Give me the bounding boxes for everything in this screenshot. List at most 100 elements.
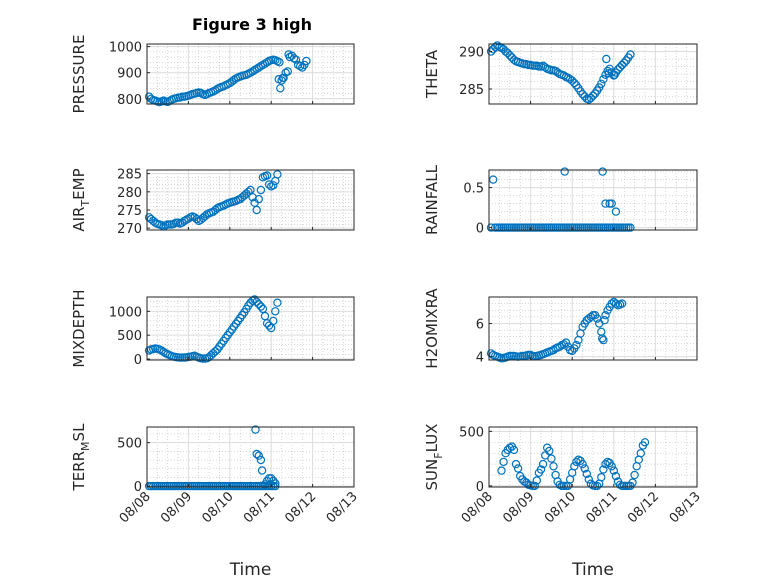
data-point bbox=[184, 214, 193, 223]
x-axis-label: Time bbox=[229, 560, 272, 580]
data-point bbox=[578, 459, 587, 469]
axes-frame bbox=[146, 296, 355, 361]
x-tick-label: 08/13 bbox=[324, 489, 361, 526]
data-point bbox=[264, 180, 274, 189]
x-axis-label: Time bbox=[571, 560, 614, 580]
data-point bbox=[532, 476, 542, 485]
y-tick-label: 0.5 bbox=[463, 182, 484, 197]
y-tick-label: 900 bbox=[117, 67, 142, 82]
data-point bbox=[257, 466, 267, 475]
data-point bbox=[486, 223, 496, 232]
data-point bbox=[545, 446, 554, 456]
axes-frame bbox=[488, 169, 698, 231]
data-point bbox=[568, 346, 577, 356]
y-tick-label: 290 bbox=[459, 46, 484, 61]
data-series bbox=[497, 438, 650, 491]
y-tick-label: 0 bbox=[134, 480, 142, 495]
data-point bbox=[597, 79, 606, 89]
data-point bbox=[273, 170, 282, 179]
y-tick-label: 500 bbox=[117, 329, 142, 344]
y-axis-label: H2OMIXRA bbox=[423, 288, 441, 369]
y-tick-label: 285 bbox=[117, 168, 142, 183]
data-point bbox=[298, 63, 307, 72]
data-point bbox=[611, 207, 621, 216]
data-point bbox=[599, 74, 608, 84]
y-tick-label: 285 bbox=[459, 83, 484, 98]
data-point bbox=[256, 455, 266, 465]
axes-frame bbox=[488, 296, 698, 361]
data-point bbox=[262, 476, 272, 486]
data-point bbox=[246, 68, 255, 77]
data-point bbox=[570, 462, 579, 471]
data-point bbox=[296, 61, 305, 71]
data-point bbox=[254, 300, 263, 309]
x-tick-label: 08/09 bbox=[158, 489, 195, 526]
data-point bbox=[293, 60, 303, 70]
x-tick-label: 08/09 bbox=[500, 489, 537, 526]
data-point bbox=[586, 93, 596, 103]
data-point bbox=[617, 60, 627, 70]
data-point bbox=[289, 54, 299, 63]
y-tick-label: 1000 bbox=[109, 41, 142, 56]
data-point bbox=[626, 50, 635, 59]
data-point bbox=[275, 58, 284, 67]
data-point bbox=[563, 73, 573, 83]
data-point bbox=[630, 470, 639, 480]
data-point bbox=[273, 298, 282, 307]
data-point bbox=[561, 338, 571, 347]
data-point bbox=[254, 194, 263, 204]
data-point bbox=[582, 469, 592, 479]
y-axis-label: SUNFLUX bbox=[423, 424, 445, 491]
y-tick-label: 500 bbox=[459, 425, 484, 440]
y-axis-label: PRESSURE bbox=[70, 35, 88, 114]
data-point bbox=[568, 76, 577, 85]
data-point bbox=[530, 481, 540, 491]
data-point bbox=[252, 64, 261, 74]
data-point bbox=[252, 297, 261, 306]
data-point bbox=[251, 425, 260, 434]
data-point bbox=[252, 205, 261, 215]
data-point bbox=[491, 42, 500, 52]
data-point bbox=[250, 65, 259, 75]
data-point bbox=[607, 462, 616, 471]
data-point bbox=[503, 48, 512, 58]
data-point bbox=[598, 334, 607, 343]
x-tick-label: 08/10 bbox=[542, 489, 579, 526]
data-point bbox=[244, 187, 253, 196]
data-point bbox=[159, 347, 168, 357]
y-tick-label: 4 bbox=[476, 351, 484, 366]
data-point bbox=[600, 316, 609, 325]
data-point bbox=[599, 335, 608, 345]
x-tick-label: 08/11 bbox=[241, 489, 278, 526]
data-point bbox=[611, 471, 621, 481]
data-point bbox=[248, 67, 257, 76]
data-series bbox=[144, 50, 311, 107]
data-point bbox=[626, 223, 635, 232]
data-point bbox=[256, 302, 266, 311]
data-point bbox=[256, 185, 266, 195]
data-point bbox=[559, 340, 569, 349]
data-point bbox=[252, 449, 261, 459]
data-point bbox=[549, 345, 558, 355]
data-point bbox=[489, 175, 498, 184]
y-tick-label: 0 bbox=[134, 353, 142, 368]
subplot-4: 0 0.5 RAINFALL bbox=[423, 164, 698, 237]
data-point bbox=[276, 84, 285, 93]
data-point bbox=[211, 86, 220, 95]
data-point bbox=[258, 60, 268, 70]
data-point bbox=[555, 342, 564, 351]
x-tick-label: 08/13 bbox=[667, 489, 704, 526]
data-point bbox=[607, 199, 616, 208]
data-point bbox=[601, 199, 610, 208]
data-point bbox=[610, 70, 619, 80]
data-point bbox=[284, 50, 293, 59]
axes-frame bbox=[488, 426, 698, 488]
y-axis-label: MIXDEPTH bbox=[70, 289, 88, 367]
data-point bbox=[578, 89, 587, 99]
data-point bbox=[254, 63, 263, 72]
data-point bbox=[229, 75, 239, 85]
data-point bbox=[497, 466, 506, 475]
